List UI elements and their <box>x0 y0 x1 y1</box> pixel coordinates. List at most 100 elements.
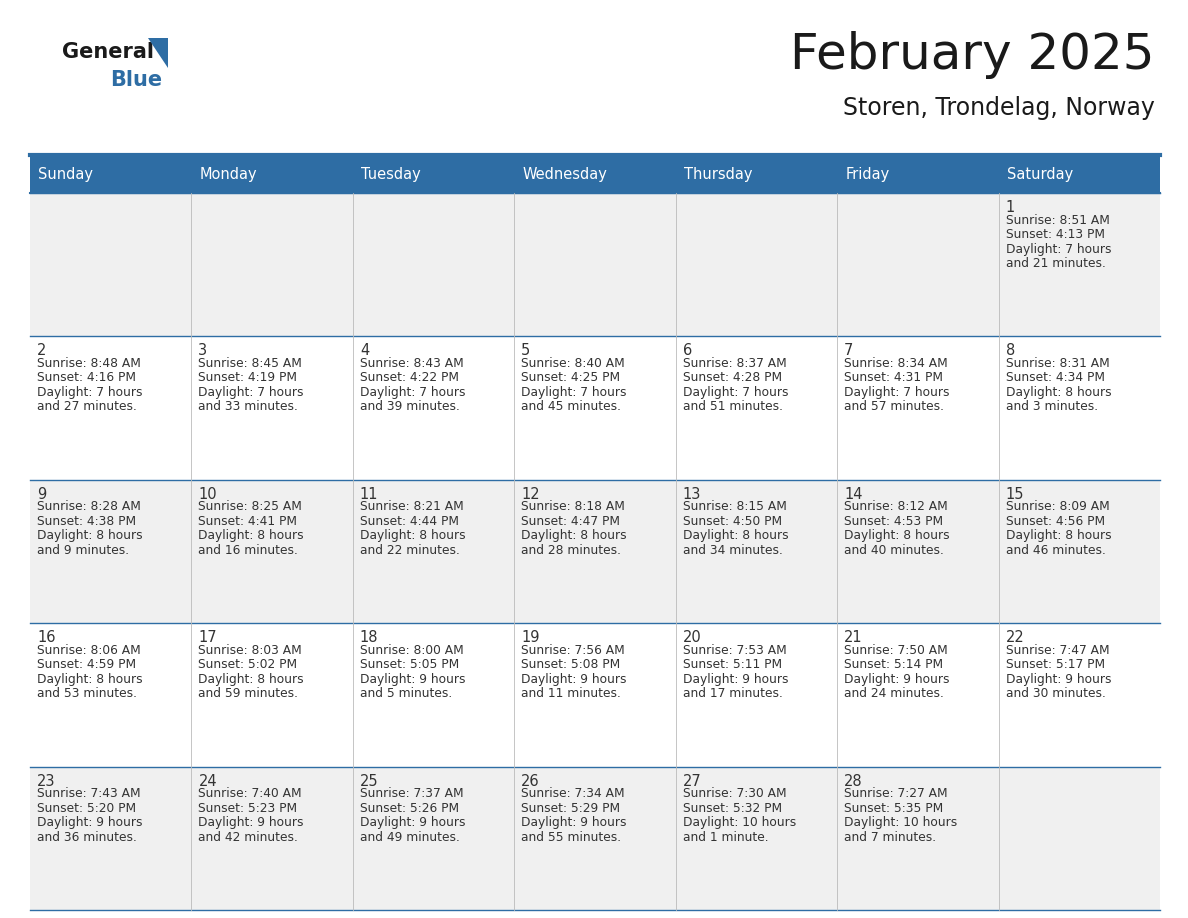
Text: Daylight: 10 hours: Daylight: 10 hours <box>845 816 958 829</box>
Text: 7: 7 <box>845 343 853 358</box>
Text: Sunset: 5:02 PM: Sunset: 5:02 PM <box>198 658 297 671</box>
Text: Sunset: 5:05 PM: Sunset: 5:05 PM <box>360 658 459 671</box>
Text: Storen, Trondelag, Norway: Storen, Trondelag, Norway <box>843 96 1155 120</box>
Text: 21: 21 <box>845 630 862 645</box>
Text: and 36 minutes.: and 36 minutes. <box>37 831 137 844</box>
Bar <box>191 480 353 623</box>
Text: and 34 minutes.: and 34 minutes. <box>683 543 783 557</box>
Text: General: General <box>62 42 154 62</box>
Text: Sunset: 4:56 PM: Sunset: 4:56 PM <box>1005 515 1105 528</box>
Text: 11: 11 <box>360 487 378 502</box>
Text: Sunset: 4:38 PM: Sunset: 4:38 PM <box>37 515 137 528</box>
Text: 13: 13 <box>683 487 701 502</box>
Text: 16: 16 <box>37 630 56 645</box>
Text: Daylight: 7 hours: Daylight: 7 hours <box>198 386 304 399</box>
Text: Wednesday: Wednesday <box>523 166 607 182</box>
Text: Sunrise: 7:30 AM: Sunrise: 7:30 AM <box>683 787 786 800</box>
Text: and 45 minutes.: and 45 minutes. <box>522 400 621 413</box>
Text: and 27 minutes.: and 27 minutes. <box>37 400 137 413</box>
Text: Daylight: 10 hours: Daylight: 10 hours <box>683 816 796 829</box>
Text: February 2025: February 2025 <box>790 31 1155 79</box>
Text: Daylight: 8 hours: Daylight: 8 hours <box>360 530 466 543</box>
Text: Sunrise: 8:51 AM: Sunrise: 8:51 AM <box>1005 214 1110 227</box>
Text: Sunset: 5:14 PM: Sunset: 5:14 PM <box>845 658 943 671</box>
Text: Sunset: 4:50 PM: Sunset: 4:50 PM <box>683 515 782 528</box>
Text: and 55 minutes.: and 55 minutes. <box>522 831 621 844</box>
Text: 23: 23 <box>37 774 56 789</box>
Text: Sunset: 4:19 PM: Sunset: 4:19 PM <box>198 372 297 385</box>
Text: Sunset: 4:47 PM: Sunset: 4:47 PM <box>522 515 620 528</box>
Text: 6: 6 <box>683 343 691 358</box>
Text: Blue: Blue <box>110 70 162 90</box>
Bar <box>999 155 1159 193</box>
Text: and 28 minutes.: and 28 minutes. <box>522 543 621 557</box>
Text: Sunrise: 8:15 AM: Sunrise: 8:15 AM <box>683 500 786 513</box>
Text: Sunset: 5:20 PM: Sunset: 5:20 PM <box>37 801 137 814</box>
Bar <box>838 193 999 336</box>
Text: Sunrise: 8:34 AM: Sunrise: 8:34 AM <box>845 357 948 370</box>
Text: 18: 18 <box>360 630 378 645</box>
Text: 5: 5 <box>522 343 531 358</box>
Text: Sunrise: 8:18 AM: Sunrise: 8:18 AM <box>522 500 625 513</box>
Text: and 17 minutes.: and 17 minutes. <box>683 688 783 700</box>
Text: Sunrise: 8:09 AM: Sunrise: 8:09 AM <box>1005 500 1110 513</box>
Bar <box>353 193 514 336</box>
Bar <box>838 767 999 910</box>
Text: Daylight: 8 hours: Daylight: 8 hours <box>1005 386 1111 399</box>
Text: Daylight: 9 hours: Daylight: 9 hours <box>360 673 466 686</box>
Bar <box>191 623 353 767</box>
Text: Sunrise: 7:56 AM: Sunrise: 7:56 AM <box>522 644 625 656</box>
Text: and 11 minutes.: and 11 minutes. <box>522 688 621 700</box>
Bar <box>191 155 353 193</box>
Text: Daylight: 9 hours: Daylight: 9 hours <box>683 673 788 686</box>
Bar <box>676 623 838 767</box>
Bar <box>353 480 514 623</box>
Text: Saturday: Saturday <box>1006 166 1073 182</box>
Text: Sunrise: 7:40 AM: Sunrise: 7:40 AM <box>198 787 302 800</box>
Text: and 46 minutes.: and 46 minutes. <box>1005 543 1106 557</box>
Text: Daylight: 7 hours: Daylight: 7 hours <box>522 386 627 399</box>
Text: 14: 14 <box>845 487 862 502</box>
Text: Sunrise: 8:06 AM: Sunrise: 8:06 AM <box>37 644 140 656</box>
Text: Sunset: 5:26 PM: Sunset: 5:26 PM <box>360 801 459 814</box>
Text: Sunset: 5:17 PM: Sunset: 5:17 PM <box>1005 658 1105 671</box>
Text: Sunset: 5:23 PM: Sunset: 5:23 PM <box>198 801 297 814</box>
Text: Sunrise: 8:43 AM: Sunrise: 8:43 AM <box>360 357 463 370</box>
Text: Sunrise: 7:43 AM: Sunrise: 7:43 AM <box>37 787 140 800</box>
Text: and 57 minutes.: and 57 minutes. <box>845 400 944 413</box>
Bar <box>676 155 838 193</box>
Bar <box>676 193 838 336</box>
Text: Daylight: 8 hours: Daylight: 8 hours <box>37 673 143 686</box>
Bar <box>353 155 514 193</box>
Text: 25: 25 <box>360 774 379 789</box>
Text: Sunrise: 8:03 AM: Sunrise: 8:03 AM <box>198 644 302 656</box>
Text: Sunrise: 8:21 AM: Sunrise: 8:21 AM <box>360 500 463 513</box>
Text: Tuesday: Tuesday <box>361 166 421 182</box>
Text: Sunset: 5:08 PM: Sunset: 5:08 PM <box>522 658 620 671</box>
Text: and 49 minutes.: and 49 minutes. <box>360 831 460 844</box>
Bar <box>999 767 1159 910</box>
Text: 22: 22 <box>1005 630 1024 645</box>
Text: Sunrise: 7:27 AM: Sunrise: 7:27 AM <box>845 787 948 800</box>
Bar <box>30 193 191 336</box>
Text: 9: 9 <box>37 487 46 502</box>
Text: Daylight: 9 hours: Daylight: 9 hours <box>522 673 627 686</box>
Text: 12: 12 <box>522 487 539 502</box>
Bar <box>514 480 676 623</box>
Bar <box>838 480 999 623</box>
Text: Sunset: 4:31 PM: Sunset: 4:31 PM <box>845 372 943 385</box>
Bar <box>191 767 353 910</box>
Text: and 24 minutes.: and 24 minutes. <box>845 688 944 700</box>
Text: 3: 3 <box>198 343 208 358</box>
Text: and 16 minutes.: and 16 minutes. <box>198 543 298 557</box>
Text: Daylight: 7 hours: Daylight: 7 hours <box>37 386 143 399</box>
Text: Daylight: 7 hours: Daylight: 7 hours <box>845 386 949 399</box>
Bar <box>353 767 514 910</box>
Text: 19: 19 <box>522 630 539 645</box>
Bar <box>514 767 676 910</box>
Text: Daylight: 8 hours: Daylight: 8 hours <box>37 530 143 543</box>
Bar <box>676 480 838 623</box>
Text: Sunset: 4:53 PM: Sunset: 4:53 PM <box>845 515 943 528</box>
Text: Sunrise: 8:45 AM: Sunrise: 8:45 AM <box>198 357 302 370</box>
Text: and 5 minutes.: and 5 minutes. <box>360 688 453 700</box>
